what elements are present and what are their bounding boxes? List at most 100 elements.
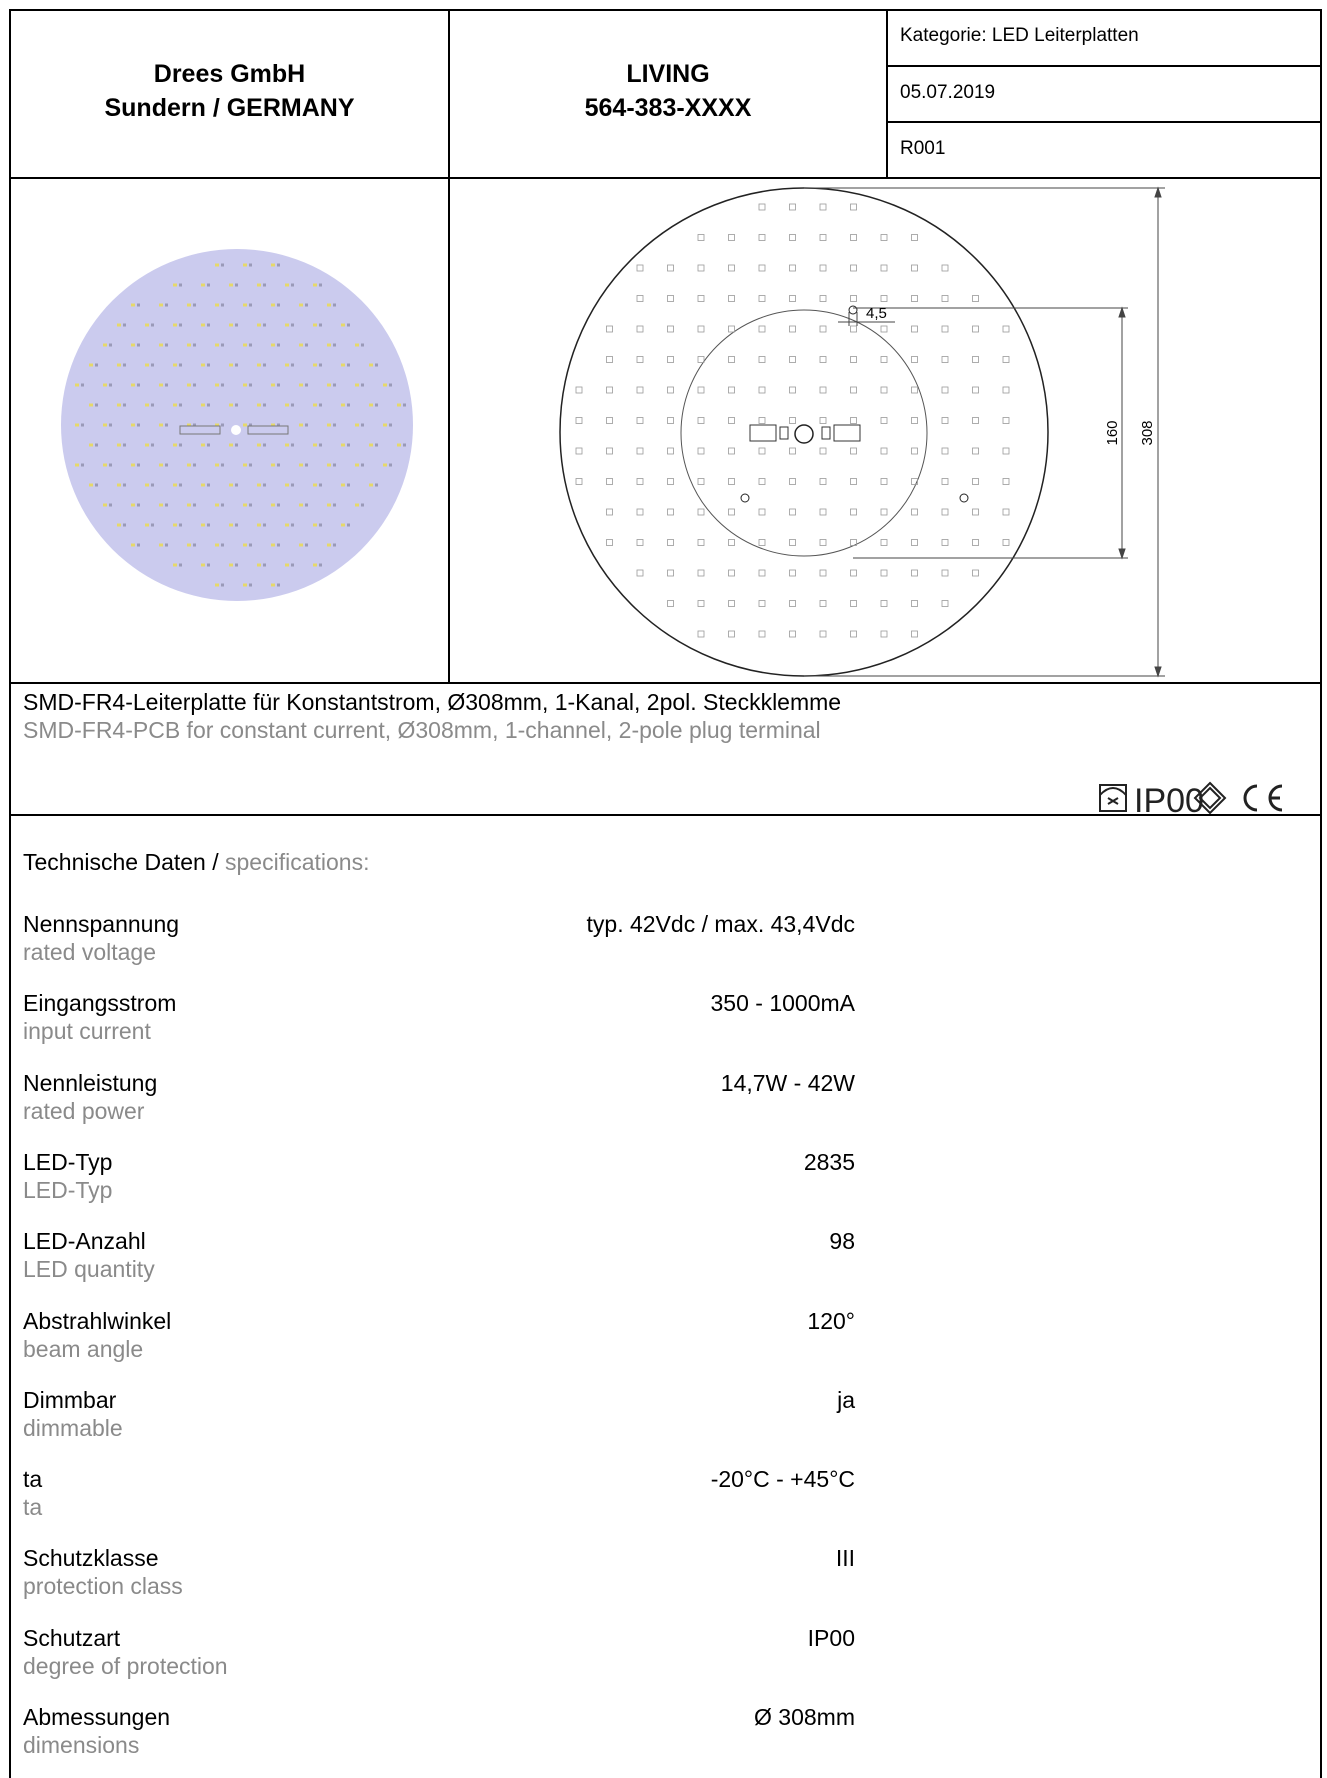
led-pad bbox=[235, 443, 238, 447]
specs-title-en: specifications: bbox=[225, 849, 370, 875]
led-pad bbox=[347, 323, 350, 327]
led-square bbox=[819, 386, 827, 394]
led-square bbox=[606, 508, 613, 516]
border bbox=[886, 65, 1322, 67]
led-pad bbox=[263, 523, 266, 527]
led-pad bbox=[277, 503, 280, 507]
led-dot bbox=[341, 523, 345, 527]
led-dot bbox=[341, 443, 345, 447]
led-pad bbox=[347, 483, 350, 487]
led-pad bbox=[319, 363, 322, 367]
led-dot bbox=[131, 423, 135, 427]
led-square bbox=[758, 203, 766, 211]
hole bbox=[740, 493, 750, 503]
led-pad bbox=[333, 423, 336, 427]
led-square bbox=[911, 630, 918, 638]
spec-label-de: LED-Anzahl bbox=[23, 1228, 146, 1255]
led-pad bbox=[277, 303, 280, 307]
led-dot bbox=[131, 343, 135, 347]
led-square bbox=[850, 569, 857, 577]
led-dot bbox=[383, 423, 387, 427]
led-square bbox=[758, 356, 766, 363]
led-pad bbox=[221, 423, 224, 427]
led-pad bbox=[109, 343, 112, 347]
led-square bbox=[911, 325, 918, 333]
led-dot bbox=[229, 323, 233, 327]
led-square bbox=[880, 264, 888, 272]
led-pad bbox=[291, 443, 294, 447]
spec-label-de: Nennspannung bbox=[23, 911, 180, 937]
led-square bbox=[911, 264, 918, 272]
connector bbox=[779, 426, 789, 440]
center-hole bbox=[231, 425, 241, 435]
led-square bbox=[636, 508, 644, 516]
led-dot bbox=[285, 483, 289, 487]
led-square bbox=[667, 325, 674, 333]
led-pad bbox=[123, 443, 126, 447]
led-pad bbox=[151, 523, 154, 527]
led-square bbox=[880, 295, 888, 302]
led-dot bbox=[117, 403, 121, 407]
led-square bbox=[697, 417, 705, 424]
border bbox=[9, 9, 11, 1778]
led-pad bbox=[277, 463, 280, 467]
led-pad bbox=[137, 543, 140, 547]
led-dot bbox=[341, 483, 345, 487]
led-pad bbox=[305, 543, 308, 547]
led-pad bbox=[333, 383, 336, 387]
led-dot bbox=[299, 503, 303, 507]
led-pad bbox=[235, 283, 238, 287]
led-square bbox=[850, 264, 857, 272]
led-square bbox=[758, 569, 766, 577]
led-dot bbox=[271, 583, 275, 587]
led-square bbox=[1002, 539, 1010, 546]
led-pad bbox=[305, 503, 308, 507]
led-dot bbox=[271, 463, 275, 467]
led-pad bbox=[123, 323, 126, 327]
led-dot bbox=[257, 483, 261, 487]
led-pad bbox=[319, 443, 322, 447]
spec-label-en: beam angle bbox=[23, 1335, 144, 1362]
led-square bbox=[911, 386, 918, 394]
led-square bbox=[758, 295, 766, 302]
led-dot bbox=[397, 403, 401, 407]
led-dot bbox=[187, 463, 191, 467]
led-square bbox=[728, 569, 735, 577]
led-pad bbox=[235, 483, 238, 487]
led-square bbox=[850, 447, 857, 455]
led-pad bbox=[375, 363, 378, 367]
led-dot bbox=[313, 363, 317, 367]
led-dot bbox=[299, 423, 303, 427]
led-square bbox=[880, 325, 888, 333]
led-square bbox=[972, 417, 979, 424]
led-square bbox=[819, 508, 827, 516]
led-square bbox=[606, 417, 613, 424]
led-dot bbox=[313, 523, 317, 527]
spec-label-de: Abmessungen bbox=[23, 1704, 171, 1730]
led-square bbox=[819, 295, 827, 302]
led-dot bbox=[257, 563, 261, 567]
led-dot bbox=[145, 323, 149, 327]
led-square bbox=[880, 234, 888, 241]
led-square bbox=[819, 447, 827, 455]
led-square bbox=[972, 356, 979, 363]
ip-rating: IP00 bbox=[1134, 782, 1204, 820]
led-pad bbox=[249, 463, 252, 467]
led-square bbox=[697, 264, 705, 272]
led-pad bbox=[137, 303, 140, 307]
led-pad bbox=[179, 483, 182, 487]
led-pad bbox=[179, 403, 182, 407]
led-dot bbox=[257, 363, 261, 367]
led-pad bbox=[263, 563, 266, 567]
border bbox=[448, 9, 450, 683]
led-dot bbox=[341, 363, 345, 367]
led-square bbox=[972, 478, 979, 485]
led-dot bbox=[271, 543, 275, 547]
led-pad bbox=[305, 343, 308, 347]
led-pad bbox=[333, 463, 336, 467]
led-dot bbox=[131, 503, 135, 507]
led-square bbox=[728, 325, 735, 333]
led-dot bbox=[271, 503, 275, 507]
led-square bbox=[850, 417, 857, 424]
